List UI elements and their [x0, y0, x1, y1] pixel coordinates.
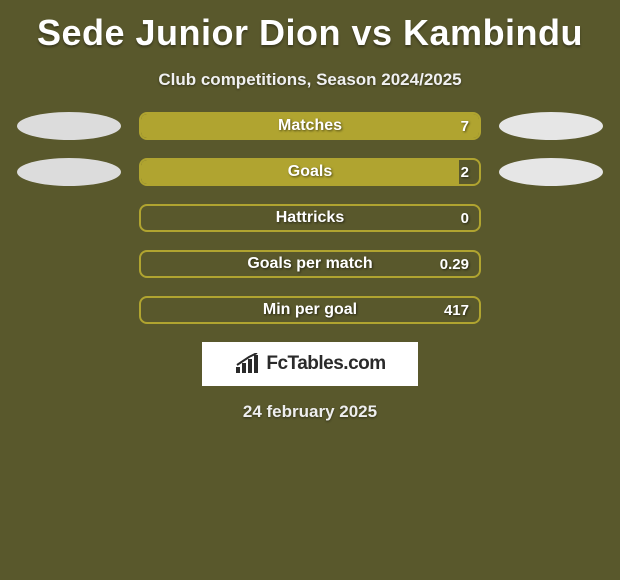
right-player-marker — [499, 112, 603, 140]
chart-icon — [234, 353, 262, 375]
stat-value: 0.29 — [440, 252, 469, 276]
stat-bar-fill — [141, 160, 459, 184]
comparison-card: Sede Junior Dion vs Kambindu Club compet… — [0, 0, 620, 438]
left-player-marker — [17, 158, 121, 186]
snapshot-date: 24 february 2025 — [6, 386, 614, 438]
fctables-logo[interactable]: FcTables.com — [202, 342, 418, 386]
stat-value: 7 — [461, 114, 469, 138]
stat-label: Goals per match — [141, 252, 479, 276]
stat-row: Goals per match0.29 — [6, 250, 614, 278]
stat-bar: Min per goal417 — [139, 296, 481, 324]
stats-container: Matches7Goals2Hattricks0Goals per match0… — [6, 112, 614, 324]
left-player-marker — [17, 112, 121, 140]
stat-row: Goals2 — [6, 158, 614, 186]
stat-value: 417 — [444, 298, 469, 322]
stat-bar: Goals2 — [139, 158, 481, 186]
stat-label: Hattricks — [141, 206, 479, 230]
stat-bar: Matches7 — [139, 112, 481, 140]
stat-bar-fill — [141, 114, 479, 138]
comparison-subtitle: Club competitions, Season 2024/2025 — [6, 56, 614, 112]
comparison-title: Sede Junior Dion vs Kambindu — [6, 0, 614, 56]
stat-bar: Goals per match0.29 — [139, 250, 481, 278]
stat-row: Min per goal417 — [6, 296, 614, 324]
stat-label: Min per goal — [141, 298, 479, 322]
stat-bar: Hattricks0 — [139, 204, 481, 232]
stat-row: Matches7 — [6, 112, 614, 140]
stat-row: Hattricks0 — [6, 204, 614, 232]
right-player-marker — [499, 158, 603, 186]
stat-value: 2 — [461, 160, 469, 184]
logo-text: FcTables.com — [266, 353, 385, 375]
stat-value: 0 — [461, 206, 469, 230]
